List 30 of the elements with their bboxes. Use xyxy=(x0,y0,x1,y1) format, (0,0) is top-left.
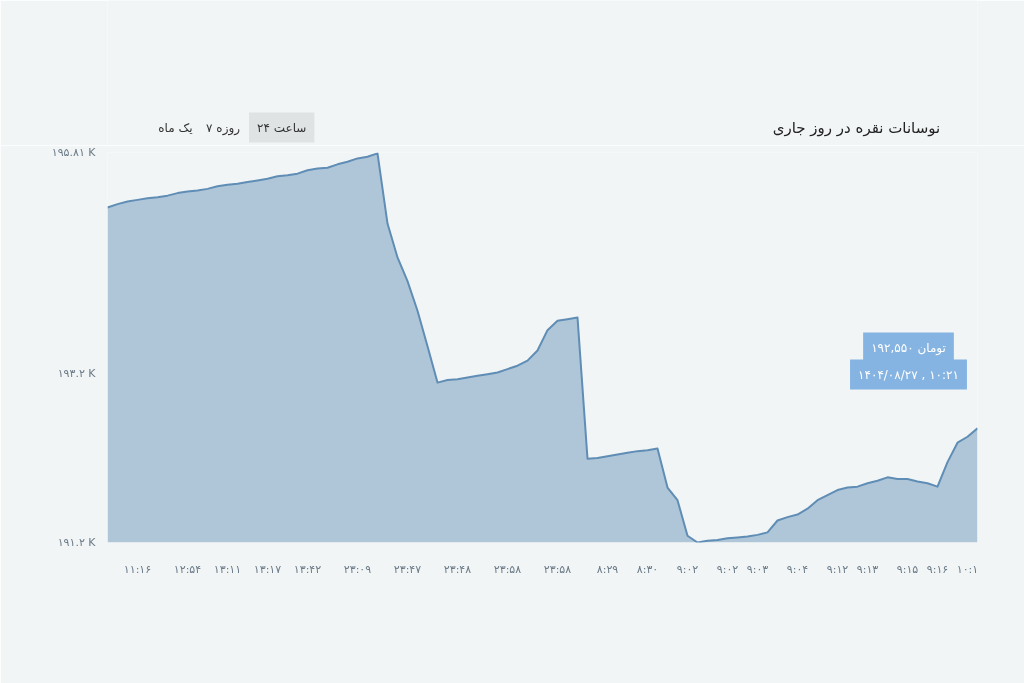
chart-title: نوسانات نقره در روز جاری xyxy=(772,118,941,137)
x-tick-label: ۲۳:۵۸ xyxy=(543,562,572,576)
y-tick-label: ۱۹۳.۲ K xyxy=(57,366,97,380)
y-tick-label: ۱۹۵.۸۱ K xyxy=(51,146,97,159)
text: ۷ روزه xyxy=(206,120,241,136)
x-tick-label: ۹:۱۵ xyxy=(896,562,919,576)
x-tick-label: ۲۳:۴۸ xyxy=(443,562,472,576)
x-tick-label: ۹:۰۲ xyxy=(676,562,699,576)
x-tick-label: ۸:۳۰ xyxy=(636,562,659,576)
x-tick-label: ۹:۰۴ xyxy=(786,562,809,576)
x-tick-label: ۹:۱۶ xyxy=(926,562,949,576)
x-tick-label: ۲۳:۰۹ xyxy=(343,562,372,576)
x-tick-label: ۹:۱۲ xyxy=(826,562,849,576)
annotation: ۱۴۰۴/۰۸/۲۷ , ۱۰:۲۱ xyxy=(858,367,959,382)
x-tick-label: ۱۳:۴۲ xyxy=(293,562,322,576)
y-tick-label: ۱۹۱.۲ K xyxy=(57,536,97,549)
x-tick-label: ۲۳:۵۸ xyxy=(493,562,522,576)
x-tick-label: ۹:۱۳ xyxy=(856,562,879,576)
text: ۲۴ ساعت xyxy=(256,120,307,135)
x-tick-label: ۲۳:۴۷ xyxy=(393,562,422,576)
x-tick-label: ۱۳:۱۱ xyxy=(213,562,242,576)
text: یک ماه xyxy=(158,120,193,135)
x-tick-label: ۱۰:۱ xyxy=(956,562,979,576)
x-tick-label: ۹:۰۲ xyxy=(716,562,739,576)
x-tick-label: ۱۲:۵۴ xyxy=(173,562,202,576)
x-tick-label: ۹:۰۳ xyxy=(746,562,769,576)
annotation: ۱۹۲,۵۵۰ تومان xyxy=(871,340,946,356)
x-tick-label: ۸:۲۹ xyxy=(596,562,619,576)
x-tick-label: ۱۳:۱۷ xyxy=(253,562,282,576)
x-tick-label: ۱۱:۱۶ xyxy=(123,562,152,576)
